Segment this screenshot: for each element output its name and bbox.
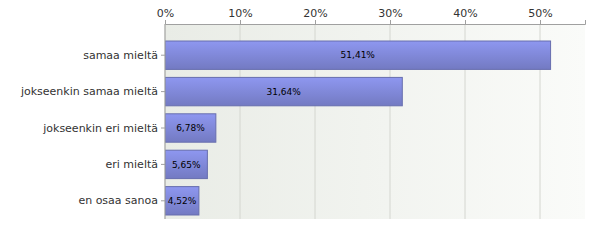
x-tick: 20% xyxy=(303,7,327,24)
x-tick-mark xyxy=(240,20,241,24)
x-axis: 0% 10% 20% 30% 40% 50% xyxy=(157,7,586,25)
y-tick: jokseenkin samaa mieltä xyxy=(20,85,165,98)
y-tick-mark xyxy=(161,128,165,129)
x-tick-mark xyxy=(390,20,391,24)
x-tick: 10% xyxy=(228,7,252,24)
bar xyxy=(165,114,216,142)
category-label: jokseenkin samaa mieltä xyxy=(20,85,158,98)
y-tick-mark xyxy=(161,164,165,165)
x-tick-mark xyxy=(540,20,541,24)
bar xyxy=(165,77,402,105)
x-tick-label: 0% xyxy=(157,7,174,20)
x-tick-mark xyxy=(465,20,466,24)
category-label: en osaa sanoa xyxy=(78,194,158,207)
bars xyxy=(165,41,551,215)
category-label: jokseenkin eri mieltä xyxy=(42,122,158,135)
x-tick: 0% xyxy=(157,7,174,24)
grid-line xyxy=(165,24,166,219)
y-tick: eri mieltä xyxy=(106,158,166,171)
data-labels: 51,41% 31,64% 6,78% 5,65% 4,52% xyxy=(168,50,376,206)
y-tick: samaa mieltä xyxy=(83,49,165,62)
y-axis: samaa mieltä jokseenkin samaa mieltä jokse… xyxy=(20,24,165,219)
category-label: eri mieltä xyxy=(106,158,159,171)
bar xyxy=(165,41,551,69)
y-tick-mark xyxy=(161,91,165,92)
x-tick: 30% xyxy=(378,7,402,24)
plot-background xyxy=(165,24,585,219)
y-axis-line xyxy=(165,24,166,219)
x-axis-line xyxy=(166,20,586,25)
chart: 0% 10% 20% 30% 40% 50% samaa mieltä jokseenkin … xyxy=(0,0,600,225)
x-tick-label: 20% xyxy=(303,7,327,20)
y-tick-mark xyxy=(161,200,165,201)
data-label: 6,78% xyxy=(176,123,205,133)
y-tick: jokseenkin eri mieltä xyxy=(42,122,165,135)
x-tick-mark xyxy=(315,20,316,24)
bar xyxy=(165,187,199,215)
x-tick: 40% xyxy=(453,7,477,24)
y-tick: en osaa sanoa xyxy=(78,194,165,207)
data-label: 5,65% xyxy=(172,160,201,170)
x-tick: 50% xyxy=(528,7,552,24)
x-tick-label: 30% xyxy=(378,7,402,20)
x-tick-label: 50% xyxy=(528,7,552,20)
x-tick-mark xyxy=(165,20,166,24)
data-label: 31,64% xyxy=(266,87,301,97)
bar xyxy=(165,150,207,178)
y-tick-mark xyxy=(161,55,165,56)
category-label: samaa mieltä xyxy=(83,49,158,62)
x-tick-label: 10% xyxy=(228,7,252,20)
x-tick-label: 40% xyxy=(453,7,477,20)
data-label: 4,52% xyxy=(168,196,197,206)
data-label: 51,41% xyxy=(341,50,376,60)
